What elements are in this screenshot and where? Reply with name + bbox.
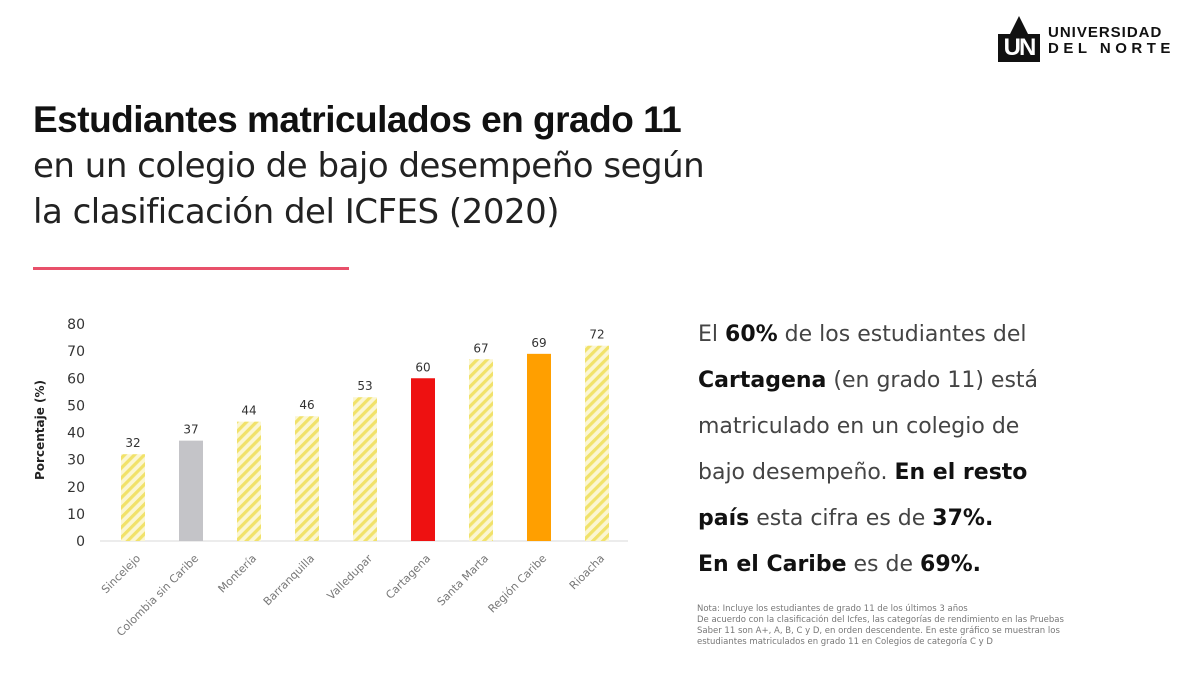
value-label: 69 — [531, 336, 546, 350]
y-tick-label: 30 — [67, 453, 85, 469]
title-line-2: en un colegio de bajo desempeño según — [33, 146, 705, 186]
value-label: 67 — [473, 341, 488, 355]
footnote: Nota: Incluye los estudiantes de grado 1… — [697, 604, 1167, 648]
bar-santa-marta — [469, 359, 493, 541]
x-tick-label: Montería — [216, 552, 260, 596]
logo-mark-text: UN — [998, 34, 1040, 62]
x-tick-label: Sincelejo — [99, 552, 143, 596]
summary-line-2: Cartagena (en grado 11) está — [698, 368, 1039, 393]
bar-valledupar — [353, 397, 377, 541]
x-tick-label: Santa Marta — [435, 552, 492, 609]
x-tick-label: Barranquilla — [261, 552, 317, 608]
y-tick-label: 80 — [67, 317, 85, 333]
bar-barranquilla — [295, 416, 319, 541]
y-tick-label: 20 — [67, 480, 85, 496]
bar-región-caribe — [527, 353, 551, 541]
summary-text: El 60% de los estudiantes del Cartagena … — [698, 312, 1118, 588]
university-logo: UN UNIVERSIDAD DEL NORTE — [996, 16, 1175, 64]
y-tick-label: 70 — [67, 344, 85, 360]
y-tick-label: 0 — [76, 534, 85, 550]
y-axis-label: Porcentaje (%) — [33, 380, 47, 480]
logo-star-icon: UN — [996, 16, 1042, 64]
page-title: Estudiantes matriculados en grado 11 en … — [33, 97, 933, 235]
x-tick-label: Región Caribe — [486, 552, 550, 616]
value-label: 32 — [125, 436, 140, 450]
value-label: 37 — [183, 423, 198, 437]
bar-sincelejo — [121, 454, 145, 541]
x-tick-label: Rioacha — [567, 552, 607, 592]
summary-line-5: país esta cifra es de 37%. — [698, 506, 994, 531]
y-axis: 0 10 20 30 40 50 60 70 80 — [67, 317, 85, 550]
value-labels: 32 37 44 46 53 60 67 69 72 — [125, 328, 604, 451]
y-tick-label: 40 — [67, 426, 85, 442]
footnote-line-2: De acuerdo con la clasificación del Icfe… — [697, 615, 1064, 625]
value-label: 60 — [415, 360, 430, 374]
summary-line-4: bajo desempeño. En el resto — [698, 460, 1028, 485]
bar-montería — [237, 421, 261, 541]
footnote-line-3: Saber 11 son A+, A, B, C y D, en orden d… — [697, 626, 1060, 636]
title-bold-line: Estudiantes matriculados en grado 11 — [33, 99, 682, 140]
value-label: 44 — [241, 404, 256, 418]
bar-colombia-sin-caribe — [179, 440, 203, 541]
x-tick-label: Cartagena — [383, 552, 433, 602]
logo-line-2: DEL NORTE — [1048, 40, 1175, 57]
bar-chart: 0 10 20 30 40 50 60 70 80 Porcentaje (%) 32 37 44 4… — [33, 317, 628, 639]
value-label: 53 — [357, 379, 372, 393]
bar-rioacha — [585, 345, 609, 541]
bars — [121, 345, 609, 541]
x-tick-label: Valledupar — [325, 552, 376, 603]
bar-cartagena — [411, 378, 435, 541]
y-tick-label: 50 — [67, 398, 85, 414]
y-tick-label: 10 — [67, 507, 85, 523]
logo-text: UNIVERSIDAD DEL NORTE — [1048, 25, 1175, 57]
footnote-line-4: estudiantes matriculados en grado 11 en … — [697, 637, 993, 647]
logo-line-1: UNIVERSIDAD — [1048, 24, 1163, 41]
accent-divider — [33, 267, 349, 270]
value-label: 72 — [589, 328, 604, 342]
title-line-3: la clasificación del ICFES (2020) — [33, 192, 559, 232]
summary-line-6: En el Caribe es de 69%. — [698, 552, 982, 577]
summary-line-3: matriculado en un colegio de — [698, 414, 1020, 439]
summary-line-1: El 60% de los estudiantes del — [698, 322, 1027, 347]
footnote-line-1: Nota: Incluye los estudiantes de grado 1… — [697, 604, 968, 614]
value-label: 46 — [299, 398, 314, 412]
y-tick-label: 60 — [67, 371, 85, 387]
